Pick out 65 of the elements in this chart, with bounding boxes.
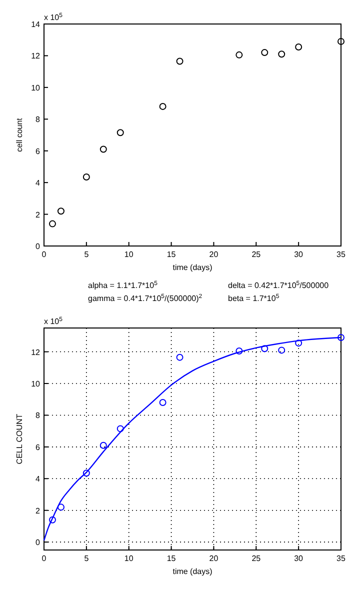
y-tick-label: 8 [36, 411, 41, 420]
point [82, 174, 90, 181]
point [176, 58, 184, 65]
x-tick-label: 15 [166, 250, 176, 259]
x-tick-label: 30 [294, 250, 304, 259]
y-tick-label: 4 [36, 474, 41, 484]
point [295, 43, 302, 50]
x-tick-label: 30 [294, 554, 304, 563]
x-tick-label: 15 [166, 554, 176, 563]
y-tick-label: 8 [36, 115, 41, 124]
x-tick-label: 10 [124, 554, 134, 563]
x-axis-title: time (days) [172, 263, 213, 272]
y-tick-label: 4 [36, 178, 41, 188]
point [48, 220, 56, 228]
point [100, 146, 107, 153]
point [57, 208, 64, 215]
x-tick-label: 10 [124, 250, 134, 259]
y-tick-label: 2 [36, 210, 41, 220]
x-tick-label: 35 [336, 554, 346, 563]
x-tick-label: 25 [252, 250, 262, 259]
y-tick-label: 10 [31, 83, 41, 92]
y-tick-label: 0 [36, 538, 41, 548]
y-tick-label: 12 [31, 348, 41, 357]
x-tick-label: 0 [42, 554, 47, 563]
point [116, 129, 124, 136]
y-tick-label: 10 [31, 380, 41, 388]
point [295, 340, 302, 347]
point [159, 399, 166, 406]
y-tick-label: 6 [36, 146, 41, 156]
text: gamma = 0.4*1.7*10$^{5}$/(500000)$^{2}$ [88, 293, 203, 303]
text: alpha = 1.1*1.7*10$^{5}$ [88, 280, 158, 290]
point [278, 346, 286, 354]
point [278, 50, 286, 58]
x-tick-label: 20 [209, 250, 219, 259]
y-axis-title: cell count [15, 117, 24, 152]
point [236, 51, 243, 58]
y-tick-label: 6 [36, 442, 41, 452]
point [261, 345, 268, 352]
y-tick-label: 12 [31, 52, 41, 61]
point [57, 504, 64, 511]
x-tick-label: 0 [42, 250, 47, 259]
x-tick-label: 5 [84, 250, 90, 259]
y-tick-label: 0 [36, 242, 41, 251]
x-tick-label: 5 [84, 554, 90, 563]
y-tick-label: 14 [31, 20, 41, 29]
point [116, 425, 124, 432]
text: beta = 1.7*10$^{5}$ [228, 293, 280, 303]
x-tick-label: 20 [209, 554, 219, 563]
point [48, 516, 56, 524]
y-axis-title: CELL COUNT [15, 414, 24, 464]
point [236, 347, 243, 354]
point [100, 442, 107, 449]
y-tick-label: 2 [36, 506, 41, 516]
point [159, 102, 166, 110]
text: delta = 0.42*1.7*10$^{5}$/500000 [228, 280, 330, 290]
text: x 10$^{5}$ [44, 316, 64, 326]
point [82, 470, 90, 477]
point [338, 38, 344, 45]
x-axis-title: time (days) [172, 567, 213, 576]
text: x 10$^{5}$ [44, 12, 64, 22]
x-tick-label: 25 [252, 554, 262, 563]
point [338, 334, 344, 342]
point [261, 49, 268, 56]
point [176, 354, 184, 361]
x-tick-label: 35 [336, 250, 346, 259]
